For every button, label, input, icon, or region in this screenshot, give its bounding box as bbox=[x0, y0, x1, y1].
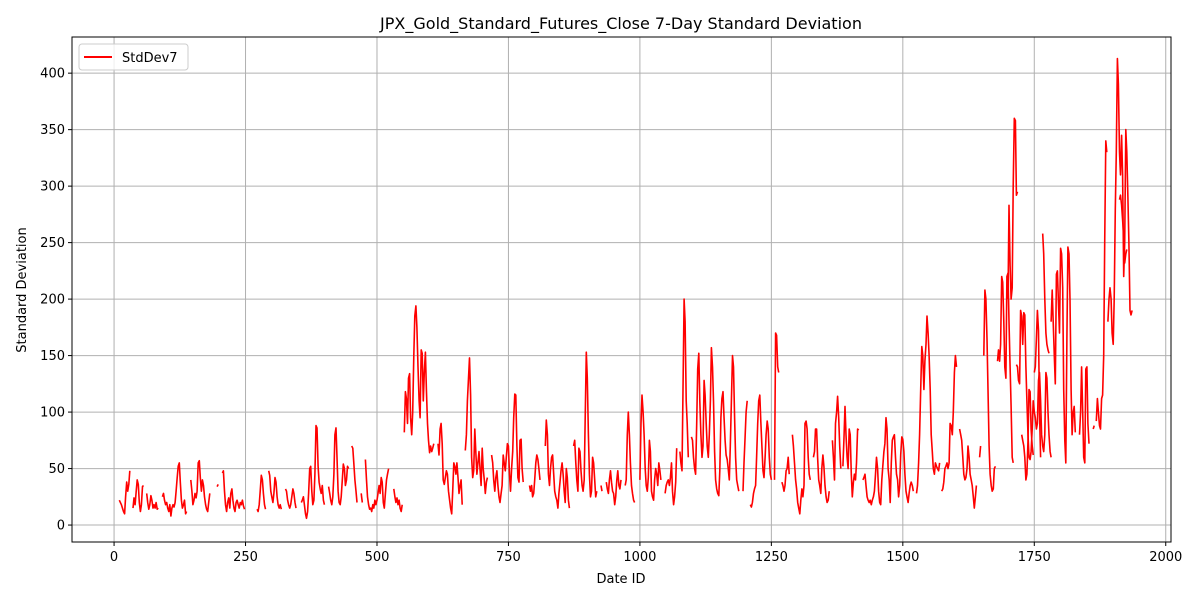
x-tick-label: 250 bbox=[233, 550, 258, 565]
series-line-stddev7 bbox=[1095, 140, 1108, 430]
series-line-stddev7 bbox=[600, 485, 603, 492]
legend-label-stddev7: StdDev7 bbox=[122, 51, 178, 66]
series-line-stddev7 bbox=[1107, 57, 1133, 346]
series-line-stddev7 bbox=[664, 448, 678, 506]
series-line-stddev7 bbox=[490, 393, 524, 504]
series-layer bbox=[118, 57, 1133, 520]
y-tick-label: 350 bbox=[40, 123, 65, 138]
series-line-stddev7 bbox=[690, 346, 740, 497]
series-line-stddev7 bbox=[605, 470, 622, 506]
x-axis-label: Date ID bbox=[596, 572, 645, 587]
series-line-stddev7 bbox=[256, 474, 267, 513]
x-tick-label: 500 bbox=[365, 550, 390, 565]
series-line-stddev7 bbox=[624, 411, 636, 503]
legend-box bbox=[78, 43, 189, 71]
series-line-stddev7 bbox=[842, 405, 860, 498]
x-tick-label: 2000 bbox=[1149, 550, 1182, 565]
series-line-stddev7 bbox=[221, 470, 246, 513]
series-line-stddev7 bbox=[791, 420, 812, 515]
series-line-stddev7 bbox=[831, 395, 842, 481]
series-line-stddev7 bbox=[940, 354, 958, 492]
x-tick-label: 1500 bbox=[886, 550, 919, 565]
series-line-stddev7 bbox=[572, 351, 598, 498]
series-line-stddev7 bbox=[1033, 309, 1042, 458]
series-line-stddev7 bbox=[958, 428, 978, 509]
y-axis-ticks: 0 50 100 150 200 250 300 350 400 bbox=[40, 67, 72, 534]
series-line-stddev7 bbox=[1007, 117, 1019, 300]
series-line-stddev7 bbox=[393, 488, 403, 513]
series-line-stddev7 bbox=[544, 419, 571, 509]
series-line-stddev7 bbox=[327, 427, 350, 506]
series-line-stddev7 bbox=[773, 332, 780, 480]
series-line-stddev7 bbox=[464, 357, 489, 495]
series-line-stddev7 bbox=[639, 394, 662, 501]
y-tick-label: 300 bbox=[40, 180, 65, 195]
y-tick-label: 200 bbox=[40, 293, 65, 308]
x-tick-label: 0 bbox=[110, 550, 118, 565]
series-line-stddev7 bbox=[161, 462, 188, 517]
series-line-stddev7 bbox=[284, 488, 297, 509]
series-line-stddev7 bbox=[1015, 309, 1052, 461]
series-line-stddev7 bbox=[437, 422, 463, 515]
series-line-stddev7 bbox=[216, 484, 219, 487]
series-line-stddev7 bbox=[403, 305, 435, 454]
y-tick-label: 50 bbox=[48, 462, 65, 477]
x-tick-label: 1750 bbox=[1018, 550, 1051, 565]
series-line-stddev7 bbox=[1041, 233, 1050, 354]
y-tick-label: 100 bbox=[40, 406, 65, 421]
series-line-stddev7 bbox=[983, 289, 997, 492]
series-line-stddev7 bbox=[978, 445, 982, 458]
series-line-stddev7 bbox=[190, 459, 211, 513]
series-line-stddev7 bbox=[300, 424, 326, 520]
series-line-stddev7 bbox=[528, 454, 541, 498]
y-tick-label: 150 bbox=[40, 349, 65, 364]
y-tick-label: 0 bbox=[57, 519, 65, 534]
series-line-stddev7 bbox=[862, 416, 915, 506]
chart-title: JPX_Gold_Standard_Futures_Close 7-Day St… bbox=[379, 14, 862, 34]
series-line-stddev7 bbox=[1050, 246, 1077, 464]
series-line-stddev7 bbox=[749, 394, 773, 508]
y-tick-label: 400 bbox=[40, 67, 65, 82]
series-line-stddev7 bbox=[679, 298, 690, 472]
x-tick-label: 1000 bbox=[623, 550, 656, 565]
legend: StdDev7 bbox=[78, 43, 189, 71]
y-axis-label: Standard Deviation bbox=[15, 227, 30, 352]
series-line-stddev7 bbox=[145, 493, 159, 510]
series-line-stddev7 bbox=[781, 456, 790, 492]
series-line-stddev7 bbox=[1078, 366, 1090, 464]
x-tick-label: 1250 bbox=[755, 550, 788, 565]
series-line-stddev7 bbox=[360, 493, 364, 503]
x-tick-label: 750 bbox=[496, 550, 521, 565]
series-line-stddev7 bbox=[267, 470, 283, 510]
x-axis-ticks: 0 250 500 750 1000 1250 1500 1750 2000 bbox=[110, 542, 1182, 565]
series-line-stddev7 bbox=[812, 428, 830, 504]
series-line-stddev7 bbox=[364, 459, 390, 513]
plot-frame bbox=[71, 36, 1172, 543]
series-line-stddev7 bbox=[1020, 388, 1034, 481]
series-line-stddev7 bbox=[350, 445, 358, 503]
series-line-stddev7 bbox=[118, 470, 131, 515]
series-line-stddev7 bbox=[1092, 425, 1095, 430]
series-line-stddev7 bbox=[996, 272, 1014, 464]
series-line-stddev7 bbox=[915, 315, 941, 494]
series-line-stddev7 bbox=[1118, 194, 1128, 264]
series-line-stddev7 bbox=[742, 400, 748, 492]
series-line-stddev7 bbox=[132, 479, 145, 513]
y-tick-label: 250 bbox=[40, 236, 65, 251]
